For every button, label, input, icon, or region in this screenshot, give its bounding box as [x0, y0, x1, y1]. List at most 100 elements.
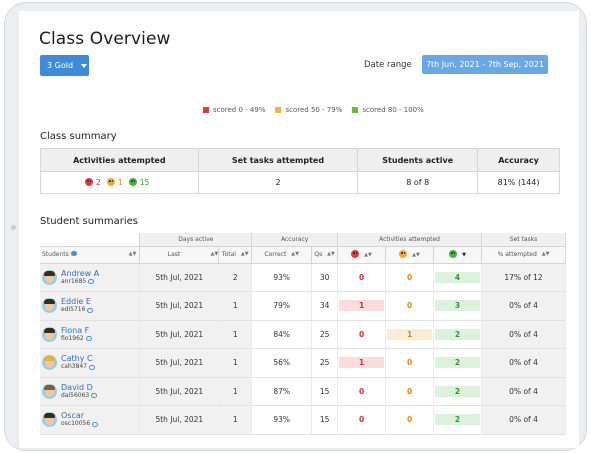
activities-red-cell: 0 — [337, 377, 387, 406]
chat-icon[interactable] — [92, 421, 99, 427]
activities-red-cell: 0 — [337, 320, 387, 349]
total-days-cell: 1 — [218, 348, 253, 378]
avatar — [42, 326, 57, 342]
column-header-correct[interactable]: Correct ▲▼ — [251, 246, 313, 264]
student-cell: Andrew A anr1685 — [40, 263, 141, 292]
student-info: Cathy C cah3847 — [42, 354, 139, 371]
accuracy-value: 81% (144) — [477, 171, 560, 194]
column-label: Qs — [314, 251, 323, 258]
chat-icon[interactable] — [85, 336, 92, 342]
app-screen: Class Overview 3 Gold Date range 7th Jun… — [19, 11, 579, 448]
total-days-cell: 1 — [218, 377, 253, 406]
last-active-value: 5th Jul, 2021 — [155, 301, 204, 311]
total-days-value: 1 — [232, 329, 238, 339]
student-name-link[interactable]: Cathy C — [61, 354, 93, 364]
qs-value: 25 — [319, 329, 330, 339]
date-range-label: Date range — [364, 60, 412, 70]
last-active-value: 5th Jul, 2021 — [155, 272, 204, 282]
activities-green-pill: 2 — [435, 357, 481, 369]
activities-amber-pill: 1 — [387, 328, 433, 340]
correct-value: 87% — [273, 386, 290, 396]
column-header-row: Students ▲▼ Last ▲▼ Total ▲▼ Correct ▲▼ — [40, 246, 566, 264]
total-days-cell: 1 — [218, 291, 253, 321]
activities-red-zero: 0 — [359, 330, 364, 339]
student-cell: David D dai56063 — [40, 377, 141, 406]
student-username: cah3847 — [61, 363, 96, 371]
student-name-link[interactable]: Andrew A — [61, 268, 100, 278]
group-header-row: Days active Accuracy Activities attempte… — [40, 233, 566, 247]
column-header-last[interactable]: Last ▲▼ — [139, 246, 220, 264]
column-header-students[interactable]: Students ▲▼ — [40, 246, 141, 264]
last-active-cell: 5th Jul, 2021 — [139, 405, 220, 435]
column-label: Students — [42, 251, 69, 258]
group-header-set-tasks: Set tasks — [481, 233, 566, 247]
student-summaries-table: Days active Accuracy Activities attempte… — [40, 233, 566, 435]
student-text: Cathy C cah3847 — [61, 354, 96, 371]
header-activities-attempted: Activities attempted — [40, 148, 199, 172]
activities-amber-cell: 1 — [385, 320, 435, 349]
student-name-link[interactable]: Eddie E — [61, 297, 91, 307]
avatar-hair — [44, 270, 55, 276]
chat-icon[interactable] — [89, 364, 96, 370]
activities-green-cell: 3 — [433, 291, 483, 321]
header-set-tasks-attempted: Set tasks attempted — [197, 148, 359, 172]
correct-cell: 93% — [251, 263, 313, 292]
qs-cell: 25 — [311, 348, 339, 378]
chat-icon[interactable] — [91, 393, 98, 399]
qs-value: 25 — [319, 358, 330, 368]
total-days-value: 2 — [232, 272, 238, 282]
activities-red-zero: 0 — [359, 415, 364, 424]
activities-green-cell: 2 — [433, 348, 483, 378]
activities-attempted-cell: 2 1 15 — [40, 171, 199, 194]
sort-icon: ▲▼ — [291, 251, 299, 257]
student-name-link[interactable]: David D — [61, 382, 93, 392]
activities-amber-value: 0 — [406, 386, 413, 396]
column-header-amber[interactable]: ▲▼ — [385, 246, 435, 264]
set-tasks-value: 0% of 4 — [509, 358, 538, 368]
column-header-total[interactable]: Total ▲▼ — [218, 246, 253, 264]
chat-icon[interactable] — [88, 279, 95, 285]
activities-amber-cell: 0 — [385, 263, 435, 292]
legend-label: scored 50 - 79% — [285, 106, 343, 114]
class-summary-table: Activities attempted Set tasks attempted… — [40, 148, 560, 194]
activities-amber-cell: 0 — [385, 377, 435, 406]
student-username: edi5716 — [61, 306, 94, 314]
avatar-face — [45, 359, 54, 369]
column-header-red[interactable]: ▲▼ — [337, 246, 387, 264]
total-days-value: 1 — [232, 386, 238, 396]
total-days-cell: 1 — [218, 320, 253, 349]
student-name-link[interactable]: Fiona F — [61, 325, 90, 335]
activities-green-value: 2 — [454, 386, 461, 396]
page-title: Class Overview — [39, 29, 171, 49]
student-username: anr1685 — [61, 278, 99, 286]
column-header-green[interactable]: ▼ — [433, 246, 483, 264]
activities-amber-value: 1 — [406, 329, 413, 339]
legend-label: scored 0 - 49% — [213, 106, 266, 114]
correct-value: 79% — [273, 301, 290, 311]
student-name-link[interactable]: Oscar — [61, 411, 85, 421]
column-header-percent-attempted[interactable]: % attempted ▲▼ — [481, 246, 566, 264]
avatar-face — [45, 330, 54, 340]
activities-red-pill: 1 — [339, 357, 385, 369]
table-row: David D dai56063 5th Jul, 2021 1 87% 15 0 0 2 0… — [40, 377, 566, 406]
activities-red-value: 1 — [358, 301, 365, 311]
column-header-qs[interactable]: Qs ▲▼ — [311, 246, 339, 264]
activities-red-value: 0 — [358, 415, 365, 425]
student-info: David D dai56063 — [42, 383, 139, 400]
sort-icon: ▲▼ — [541, 251, 550, 257]
chat-icon[interactable] — [87, 307, 94, 313]
avatar-face — [45, 302, 54, 312]
avatar-hair — [44, 413, 55, 419]
student-username: fio1962 — [61, 335, 92, 343]
qs-cell: 30 — [311, 263, 339, 292]
date-range-button[interactable]: 7th Jun, 2021 - 7th Sep, 2021 — [422, 55, 548, 74]
student-summaries-heading: Student summaries — [40, 216, 138, 227]
group-select-button[interactable]: 3 Gold — [40, 55, 89, 76]
qs-cell: 34 — [311, 291, 339, 321]
qs-cell: 25 — [311, 320, 339, 349]
sad-face-icon — [85, 178, 94, 186]
activities-red-pill: 1 — [339, 300, 385, 312]
username-text: anr1685 — [61, 277, 87, 285]
column-label: % attempted — [497, 251, 537, 258]
activities-amber-zero: 0 — [407, 301, 412, 310]
